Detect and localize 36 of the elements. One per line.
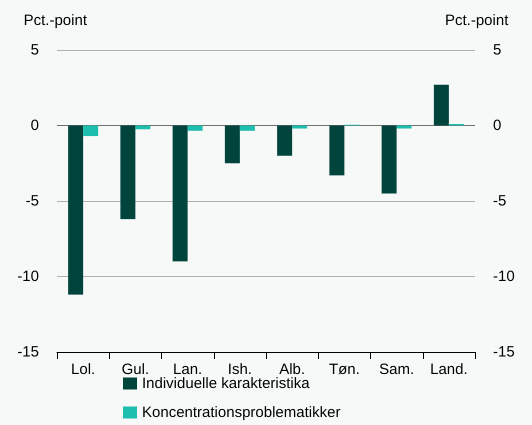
bar	[240, 126, 255, 131]
y2-tick-label: -15	[493, 344, 515, 360]
bar	[382, 126, 397, 194]
x-tick-label: Lan.	[173, 361, 202, 378]
bar	[135, 126, 150, 130]
y-tick-label: 5	[30, 42, 39, 58]
y-tick-label: -10	[17, 268, 39, 285]
y2-tick-label: 0	[493, 117, 502, 134]
bar	[396, 126, 412, 129]
y-tick-label: 0	[30, 117, 39, 134]
x-tick-label: Lol.	[71, 361, 96, 378]
y2-tick-label: 5	[493, 42, 502, 58]
y-tick-label: -5	[26, 192, 39, 210]
bar	[224, 126, 240, 164]
y2-axis-title: Pct.-point	[445, 12, 510, 29]
bar	[188, 126, 203, 131]
x-tick-label: Ish.	[228, 361, 252, 378]
y-tick-label: -15	[17, 344, 39, 360]
bar	[68, 126, 84, 295]
bar	[292, 126, 308, 129]
y2-tick-label: -5	[493, 192, 506, 210]
x-tick-label: Land.	[430, 361, 468, 378]
bar	[434, 84, 449, 126]
bar	[83, 126, 98, 136]
legend-label: Individuelle karakteristika	[142, 375, 310, 392]
x-tick-label: Tøn.	[328, 361, 360, 378]
y2-tick-label: -10	[493, 268, 515, 285]
x-tick-label: Sam.	[379, 361, 414, 378]
bar	[120, 126, 136, 220]
x-tick-label: Gul.	[122, 361, 150, 378]
x-tick-label: Alb.	[279, 361, 306, 378]
legend-label: Koncentrationsproblematikker	[142, 404, 340, 421]
bar	[277, 126, 292, 156]
bar	[329, 126, 344, 176]
y-axis-title: Pct.-point	[24, 12, 88, 29]
bar	[172, 126, 188, 262]
